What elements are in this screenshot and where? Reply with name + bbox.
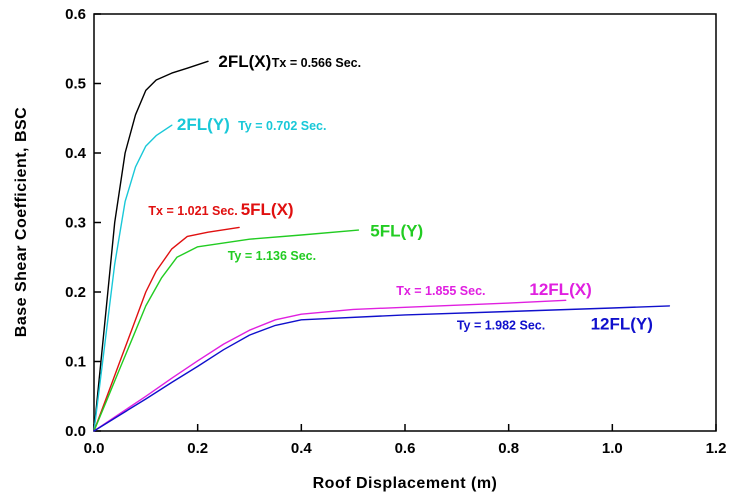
series-line-12fl-y bbox=[93, 305, 671, 432]
series-line-5fl-x bbox=[93, 226, 240, 432]
axis-ticks: 0.0 0.2 0.4 0.6 0.8 1.0 1.2 0.0 0.1 0.2 0.3 0.4 0.5 0… bbox=[65, 6, 726, 457]
x-tick-label: 1.0 bbox=[602, 440, 623, 457]
annotation-lbl-2fl-x: 2FL(X) bbox=[218, 52, 271, 71]
series-line-2fl-y bbox=[93, 124, 173, 432]
annotation-per-12fl-x: Tx = 1.855 Sec. bbox=[396, 284, 485, 298]
x-tick-label: 0.4 bbox=[291, 440, 313, 457]
annotation-lbl-2fl-y: 2FL(Y) bbox=[177, 115, 230, 134]
series-line-12fl-x bbox=[93, 299, 567, 432]
x-axis-title: Roof Displacement (m) bbox=[313, 475, 498, 492]
x-tick-label: 0.8 bbox=[498, 440, 519, 457]
series-line-2fl-x bbox=[93, 60, 209, 432]
y-tick-label: 0.6 bbox=[65, 6, 86, 23]
series-line-5fl-y bbox=[93, 229, 360, 432]
annotation-lbl-12fl-y: 12FL(Y) bbox=[591, 315, 653, 334]
y-tick-label: 0.2 bbox=[65, 284, 86, 301]
y-axis-title: Base Shear Coefficient, BSC bbox=[13, 107, 30, 337]
y-tick-label: 0.5 bbox=[65, 76, 86, 93]
series-lines bbox=[93, 60, 671, 432]
annotation-lbl-5fl-x: 5FL(X) bbox=[241, 200, 294, 219]
y-tick-label: 0.4 bbox=[65, 145, 87, 162]
x-tick-label: 0.6 bbox=[395, 440, 416, 457]
annotation-lbl-5fl-y: 5FL(Y) bbox=[370, 221, 423, 240]
x-tick-label: 0.2 bbox=[187, 440, 208, 457]
annotation-per-2fl-x: Tx = 0.566 Sec. bbox=[272, 56, 361, 70]
y-tick-label: 0.3 bbox=[65, 215, 86, 232]
curve-annotations: 2FL(X) Tx = 0.566 Sec. 2FL(Y) Ty = 0.702 Se… bbox=[148, 52, 652, 334]
y-tick-label: 0.1 bbox=[65, 354, 86, 371]
x-tick-label: 1.2 bbox=[706, 440, 727, 457]
annotation-per-12fl-y: Ty = 1.982 Sec. bbox=[457, 319, 545, 333]
x-tick-label: 0.0 bbox=[84, 440, 105, 457]
annotation-lbl-12fl-x: 12FL(X) bbox=[529, 280, 591, 299]
annotation-per-5fl-x: Tx = 1.021 Sec. bbox=[148, 204, 237, 218]
annotation-per-5fl-y: Ty = 1.136 Sec. bbox=[228, 249, 316, 263]
y-tick-label: 0.0 bbox=[65, 423, 86, 440]
annotation-per-2fl-y: Ty = 0.702 Sec. bbox=[238, 119, 326, 133]
